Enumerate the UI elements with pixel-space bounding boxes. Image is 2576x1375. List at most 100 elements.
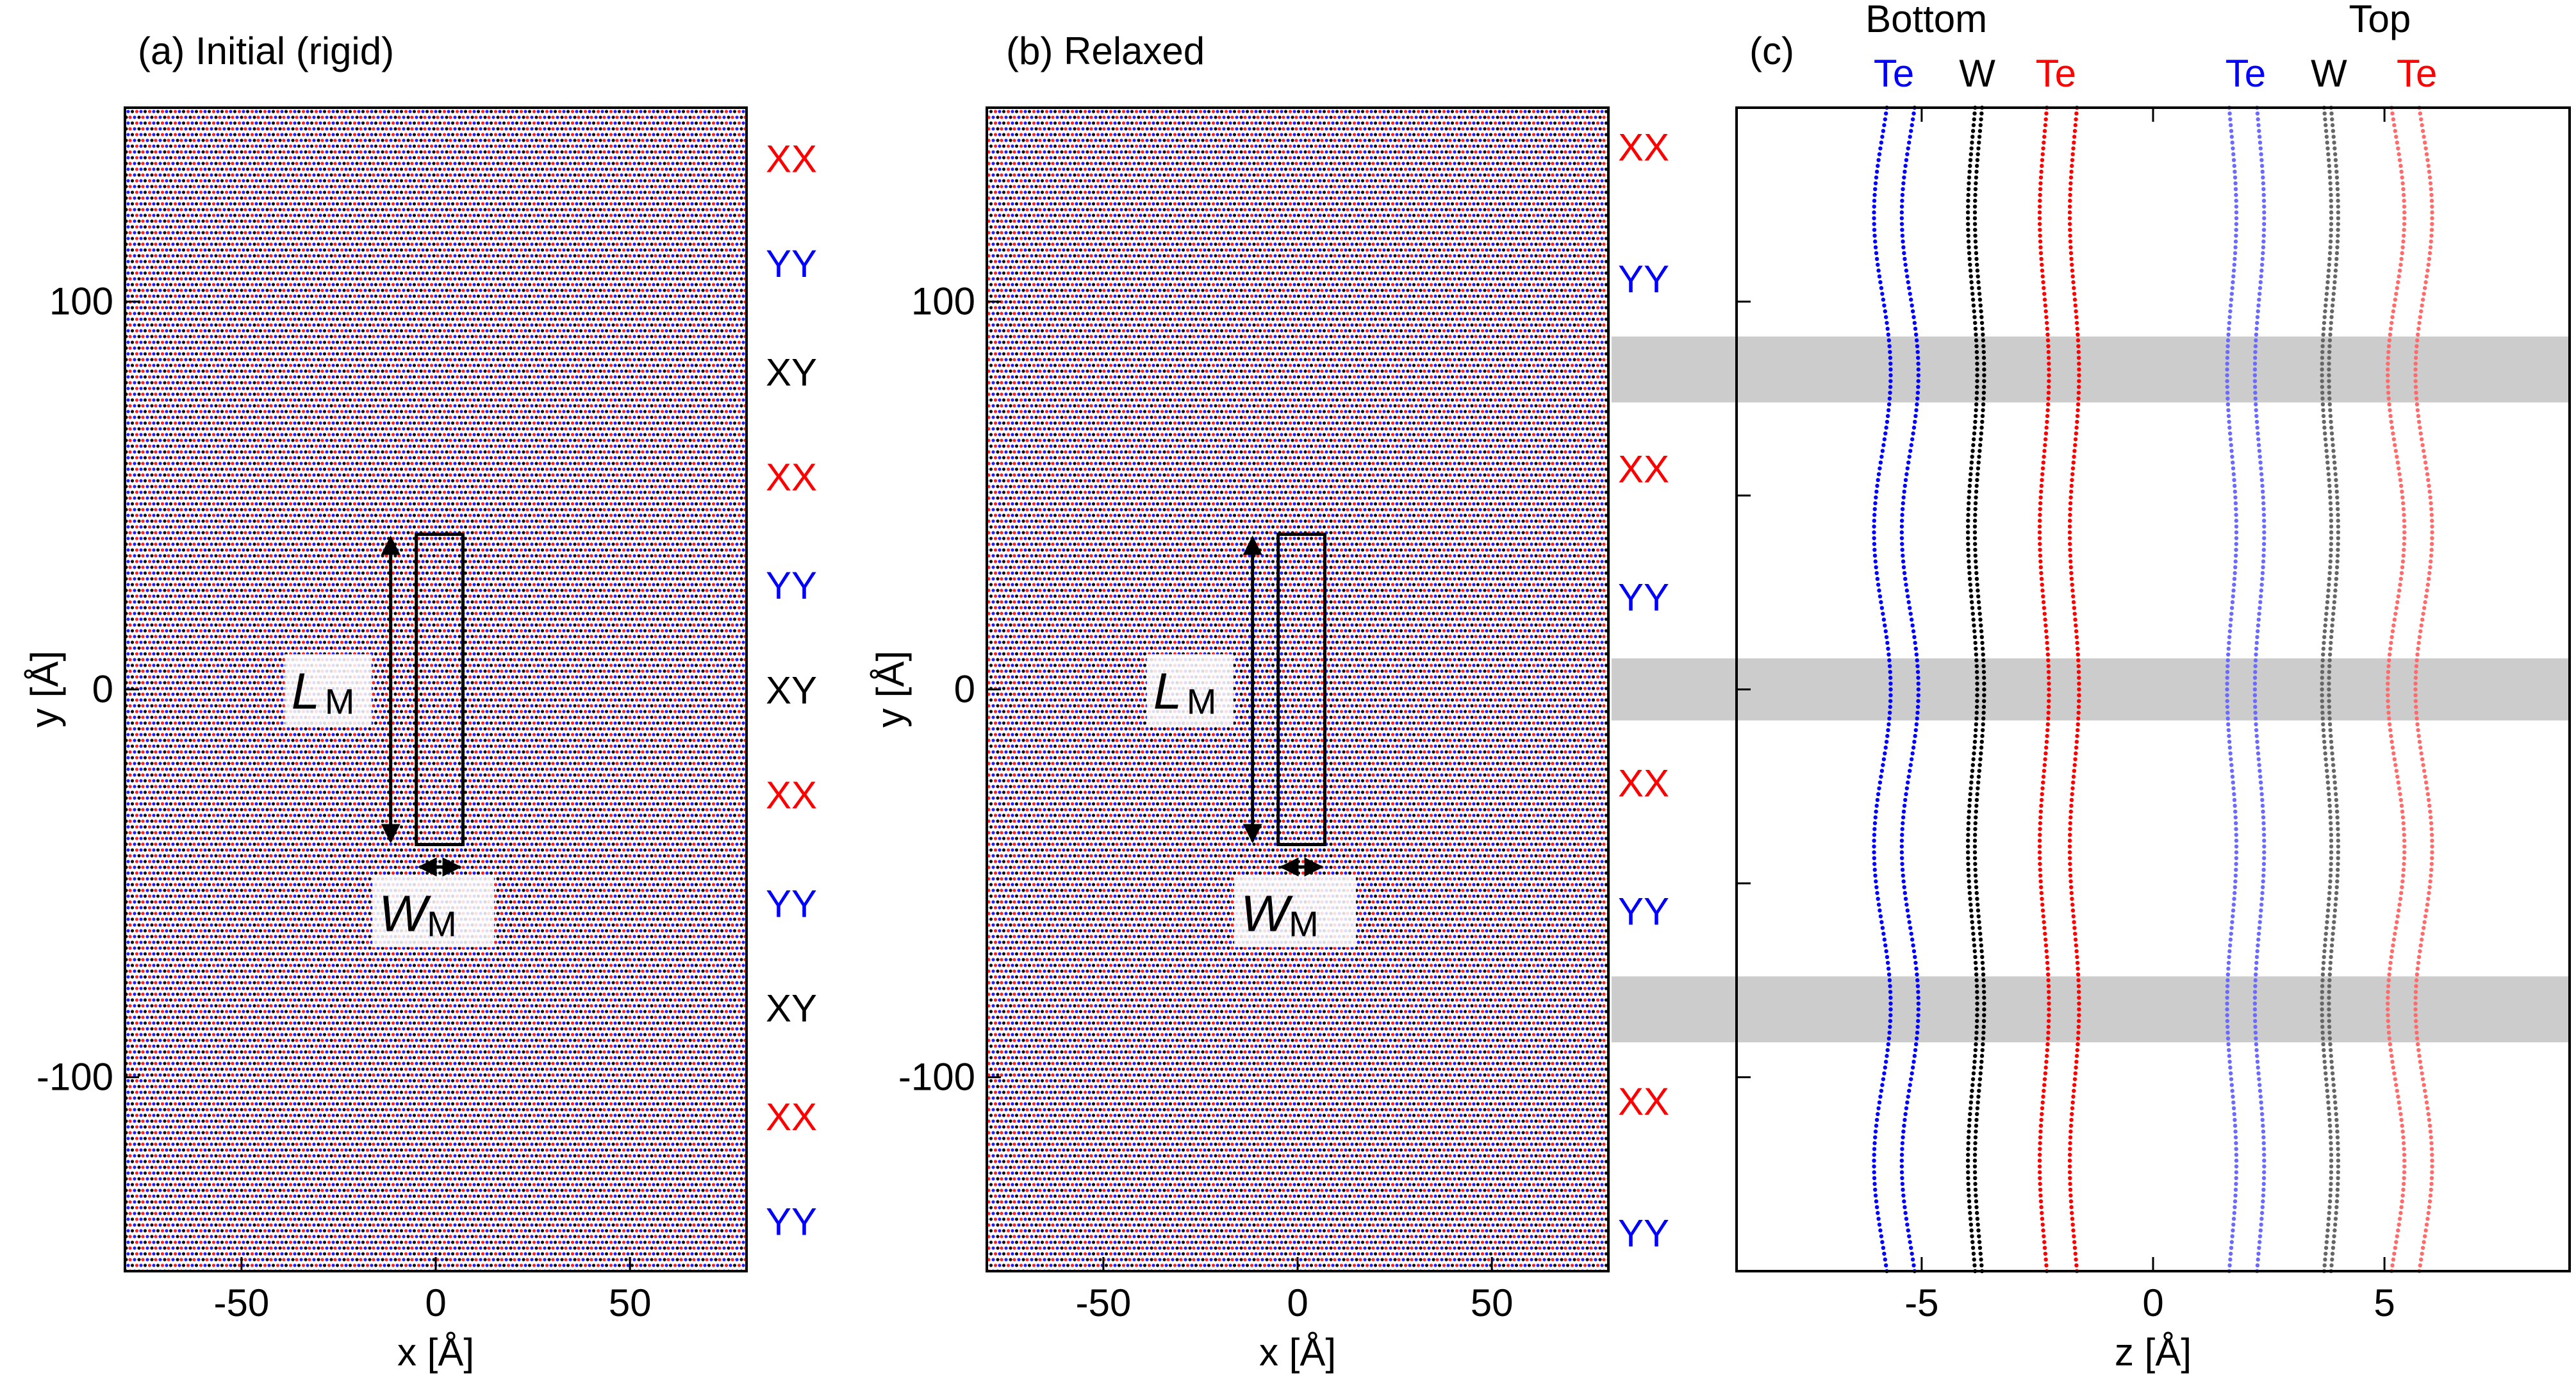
profile-point xyxy=(1881,757,1887,762)
profile-point xyxy=(2429,553,2434,558)
profile-point xyxy=(2258,600,2263,604)
profile-point xyxy=(2068,1187,2073,1192)
profile-point xyxy=(1886,728,1890,733)
profile-point xyxy=(2426,163,2431,168)
profile-point xyxy=(2402,536,2407,540)
profile-point xyxy=(1885,733,1890,738)
profile-point xyxy=(2257,449,2262,453)
profile-point xyxy=(2259,582,2264,587)
profile-point xyxy=(1872,553,1878,558)
profile-point xyxy=(1906,594,1910,599)
profile-point xyxy=(2400,809,2405,814)
profile-point xyxy=(2254,728,2259,733)
profile-point xyxy=(2258,1228,2263,1233)
profile-point xyxy=(2386,984,2391,988)
profile-point xyxy=(1974,809,1978,814)
profile-point xyxy=(2043,303,2048,308)
profile-point xyxy=(2076,1030,2081,1035)
profile-point xyxy=(1977,140,1981,145)
profile-point xyxy=(2047,385,2051,389)
profile-point xyxy=(2229,297,2234,302)
profile-point xyxy=(2427,256,2432,262)
profile-point xyxy=(1974,1204,1979,1210)
profile-point xyxy=(2255,1060,2260,1064)
profile-point xyxy=(2046,1019,2051,1023)
profile-point xyxy=(1881,129,1886,133)
profile-point xyxy=(1888,1024,1892,1029)
profile-point xyxy=(2068,879,2073,884)
profile-point xyxy=(2256,443,2261,447)
stacking-label: YY xyxy=(1618,1212,1669,1255)
lm-label-sub: M xyxy=(325,681,355,722)
profile-point xyxy=(2073,937,2078,942)
profile-point xyxy=(2045,332,2050,337)
profile-point xyxy=(2231,466,2236,471)
profile-point xyxy=(2230,1088,2234,1093)
profile-point xyxy=(2047,1001,2051,1006)
profile-point xyxy=(2261,827,2266,831)
profile-point xyxy=(2329,524,2334,529)
profile-point xyxy=(2225,379,2229,383)
profile-point xyxy=(1973,960,1978,965)
profile-point xyxy=(2261,565,2265,570)
profile-point xyxy=(2320,1024,2325,1029)
profile-point xyxy=(2388,960,2393,965)
profile-point xyxy=(1905,1222,1910,1227)
profile-point xyxy=(1901,559,1906,564)
profile-point xyxy=(2068,239,2073,244)
profile-point xyxy=(2231,268,2236,273)
profile-point xyxy=(1899,850,1904,854)
profile-point xyxy=(2038,1135,2043,1140)
profile-point xyxy=(2038,501,2043,506)
profile-point xyxy=(2070,466,2076,471)
profile-point xyxy=(2390,111,2395,116)
profile-point xyxy=(2392,1251,2397,1256)
profile-point xyxy=(2234,228,2238,232)
profile-point xyxy=(2233,803,2237,808)
profile-point xyxy=(1966,1170,1970,1174)
profile-point xyxy=(2231,1094,2235,1099)
panel-a-title: (a) Initial (rigid) xyxy=(138,29,394,72)
profile-point xyxy=(1976,466,1981,471)
profile-point xyxy=(1970,292,1975,296)
profile-point xyxy=(2231,274,2236,279)
profile-point xyxy=(1974,169,1979,174)
profile-point xyxy=(1874,175,1879,180)
profile-point xyxy=(1886,966,1891,971)
profile-point xyxy=(2071,600,2076,604)
profile-point xyxy=(2258,140,2263,145)
profile-point xyxy=(2325,774,2330,779)
profile-point xyxy=(2397,158,2402,162)
profile-point xyxy=(2389,1054,2394,1058)
profile-point xyxy=(1981,344,1986,349)
profile-point xyxy=(2327,716,2332,721)
profile-point xyxy=(2229,443,2233,447)
profile-point xyxy=(2260,256,2265,262)
profile-point xyxy=(2395,140,2399,145)
profile-point xyxy=(1913,332,1919,337)
profile-point xyxy=(2070,792,2074,797)
profile-point xyxy=(2043,931,2047,936)
profile-point xyxy=(1973,413,1978,419)
profile-point xyxy=(2414,390,2418,395)
profile-point xyxy=(2254,972,2258,977)
profile-point xyxy=(2428,245,2433,249)
xy-band xyxy=(1737,976,2570,1043)
profile-point xyxy=(1908,926,1913,930)
profile-point xyxy=(2328,873,2333,878)
profile-point xyxy=(2331,135,2336,139)
profile-point xyxy=(2074,629,2079,633)
profile-point xyxy=(2327,978,2332,983)
profile-point xyxy=(2334,262,2338,267)
profile-point xyxy=(1975,472,1980,476)
profile-point xyxy=(2395,460,2400,465)
profile-point xyxy=(2397,588,2402,593)
profile-point xyxy=(2068,506,2072,512)
profile-point xyxy=(1968,792,1973,797)
profile-point xyxy=(2043,1065,2048,1070)
profile-point xyxy=(1966,513,1970,517)
profile-point xyxy=(1882,937,1887,942)
profile-point xyxy=(1981,1024,1986,1029)
profile-point xyxy=(2402,513,2406,517)
